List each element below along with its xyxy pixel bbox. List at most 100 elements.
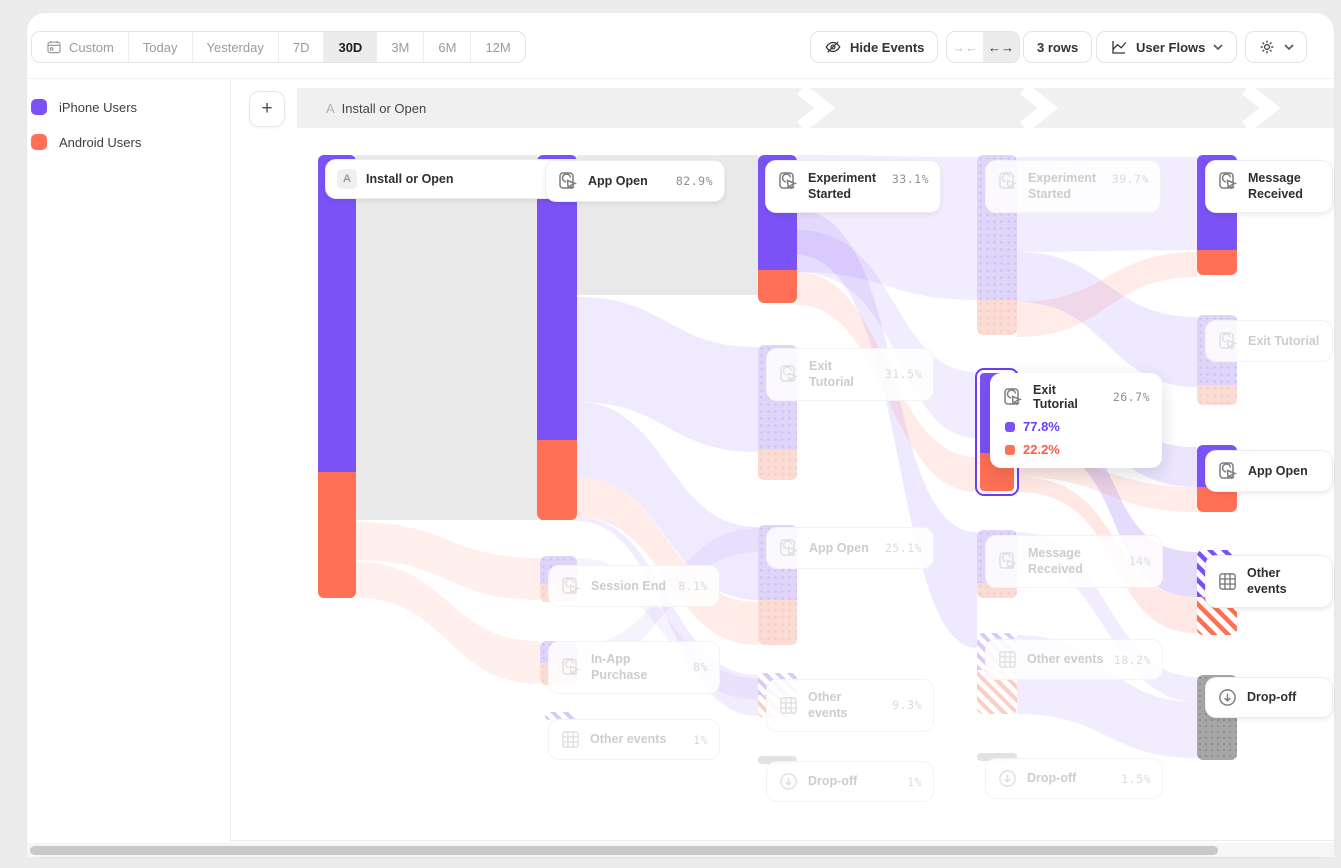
flow-node-other-events-col2[interactable]: Other events 1% [548, 719, 720, 760]
grid-icon [780, 696, 797, 714]
collapse-expand-toggle: →← ←→ [946, 31, 1020, 63]
date-range-today[interactable]: Today [127, 32, 192, 62]
drop-off-icon [1219, 689, 1236, 706]
view-type-dropdown[interactable]: User Flows [1096, 31, 1238, 63]
flow-node-message-received-col5[interactable]: Message Received [1205, 160, 1333, 213]
node-label: Experiment Started [808, 171, 877, 202]
toolbar-divider [27, 78, 1334, 79]
node-percent: 1% [693, 732, 708, 747]
bar-app-open[interactable] [537, 155, 577, 520]
node-percent: 14% [1128, 554, 1151, 569]
grid-icon [1219, 572, 1236, 590]
date-range-label: 30D [338, 39, 363, 55]
expand-columns-button[interactable]: ←→ [983, 32, 1019, 62]
legend-item-android-users[interactable]: Android Users [31, 134, 141, 150]
legend-item-iphone-users[interactable]: iPhone Users [31, 99, 137, 115]
step-breadcrumb-bar[interactable]: A Install or Open [297, 88, 1334, 128]
node-label: Drop-off [1027, 771, 1077, 786]
flow-node-session-end[interactable]: Session End 8.1% [548, 565, 720, 607]
chart-bottom-divider [230, 840, 1334, 841]
flow-node-app-open-col3[interactable]: App Open 25.1% [766, 527, 934, 569]
node-label: In-App Purchase [591, 652, 648, 683]
settings-dropdown[interactable] [1245, 31, 1307, 63]
date-range-custom[interactable]: Custom [32, 32, 128, 62]
node-percent: 26.7% [1112, 390, 1150, 404]
node-percent: 18.2% [1113, 652, 1151, 667]
flow-node-message-received-col4[interactable]: Message Received 14% [985, 535, 1163, 588]
click-event-icon [559, 172, 578, 190]
node-label: App Open [809, 540, 869, 555]
flow-node-drop-off-col3[interactable]: Drop-off 1% [766, 761, 934, 802]
android-users-swatch [31, 134, 47, 150]
date-range-6m[interactable]: 6M [423, 32, 470, 62]
step-chevron-icon [1019, 88, 1059, 128]
node-percent: 8.1% [678, 579, 708, 593]
node-label: Exit Tutorial [1033, 383, 1078, 411]
date-range-selector: Custom Today Yesterday 7D 30D 3M 6M 12M [31, 31, 526, 63]
click-event-icon [780, 365, 799, 383]
flow-node-exit-tutorial-col3[interactable]: Exit Tutorial 31.5% [766, 348, 934, 401]
rows-button[interactable]: 3 rows [1023, 31, 1093, 63]
click-event-icon [999, 552, 1018, 570]
horizontal-scrollbar-thumb[interactable] [30, 846, 1218, 855]
flow-node-other-events-col5[interactable]: Other events [1205, 555, 1333, 608]
date-range-label: 12M [485, 39, 511, 55]
flow-node-experiment-started-col3[interactable]: Experiment Started 33.1% [765, 160, 941, 213]
node-percent: 82.9% [675, 174, 713, 188]
drop-off-icon [780, 773, 797, 790]
node-label: Other events [1247, 566, 1287, 597]
legend-panel-divider [230, 78, 231, 840]
date-range-label: 3M [391, 39, 410, 55]
hide-events-label: Hide Events [850, 39, 925, 55]
flow-node-drop-off-col4[interactable]: Drop-off 1.5% [985, 758, 1163, 799]
node-label: App Open [1248, 463, 1308, 478]
iphone-users-swatch [31, 99, 47, 115]
flow-node-exit-tutorial-hovered-tooltip[interactable]: Exit Tutorial 26.7% 77.8% 22.2% [990, 373, 1162, 468]
flow-node-drop-off-col5[interactable]: Drop-off [1205, 677, 1333, 718]
bar-install-or-open[interactable] [318, 155, 356, 598]
flow-node-other-events-col4[interactable]: Other events 18.2% [985, 639, 1163, 680]
bar-drop-off-col3[interactable] [758, 756, 797, 764]
breakdown-iphone-users: 77.8% [1005, 419, 1150, 434]
collapse-columns-button[interactable]: →← [947, 32, 983, 62]
click-event-icon [999, 172, 1018, 190]
add-step-button[interactable]: + [249, 91, 285, 127]
hide-events-button[interactable]: Hide Events [810, 31, 939, 63]
breakdown-percent: 22.2% [1023, 442, 1060, 457]
node-label: Other events [590, 732, 667, 747]
flow-node-other-events-col3[interactable]: Other events 9.3% [766, 679, 934, 732]
node-percent: 31.5% [884, 367, 922, 382]
node-label: Other events [1027, 652, 1104, 667]
click-event-icon [1219, 332, 1238, 350]
date-range-30d-selected[interactable]: 30D [323, 32, 377, 62]
date-range-12m[interactable]: 12M [470, 32, 524, 62]
step-letter: A [326, 100, 335, 116]
date-range-label: 7D [292, 39, 310, 55]
bar-experiment-started-col4[interactable] [977, 155, 1017, 335]
iphone-users-swatch [1005, 421, 1015, 432]
date-range-label: Yesterday [206, 39, 264, 55]
calendar-icon [47, 41, 61, 54]
flow-node-experiment-started-col4[interactable]: Experiment Started 39.7% [985, 160, 1161, 213]
date-range-7d[interactable]: 7D [277, 32, 324, 62]
bar-drop-off-col4[interactable] [977, 753, 1017, 761]
date-range-3m[interactable]: 3M [376, 32, 423, 62]
click-event-icon [562, 658, 581, 676]
chevron-down-icon [1213, 43, 1223, 50]
date-range-label: Custom [69, 39, 114, 55]
node-percent: 39.7% [1111, 172, 1149, 186]
node-label: Experiment Started [1028, 171, 1097, 202]
flow-node-exit-tutorial-col5[interactable]: Exit Tutorial [1205, 320, 1333, 362]
node-percent: 1.5% [1121, 771, 1151, 786]
gear-icon [1260, 40, 1274, 54]
collapse-icon: →← [952, 39, 978, 55]
flow-node-app-open[interactable]: App Open 82.9% [545, 160, 725, 202]
date-range-yesterday[interactable]: Yesterday [191, 32, 278, 62]
flow-node-in-app-purchase[interactable]: In-App Purchase 8% [548, 641, 720, 694]
view-type-label: User Flows [1136, 39, 1206, 55]
click-event-icon [562, 577, 581, 595]
node-percent: 8% [693, 660, 708, 675]
flow-node-app-open-col5[interactable]: App Open [1205, 450, 1333, 492]
bar-other-events-col2[interactable] [545, 712, 577, 720]
